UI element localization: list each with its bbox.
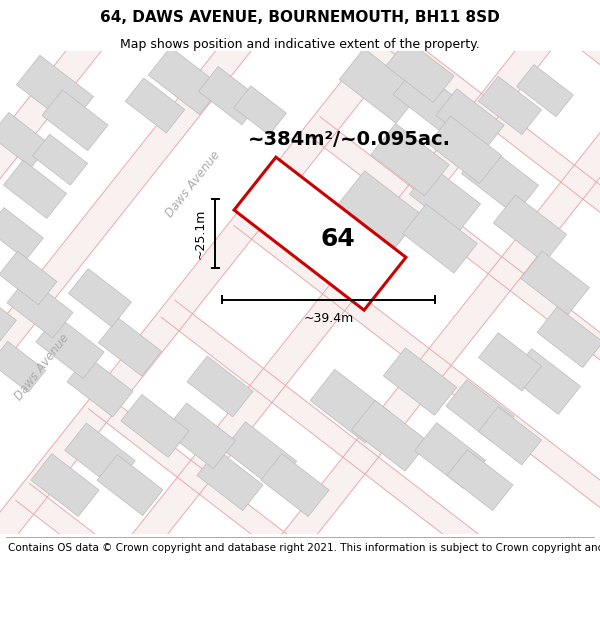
Polygon shape [17,55,94,126]
Polygon shape [493,195,566,262]
Polygon shape [36,316,104,379]
Polygon shape [164,403,236,469]
Polygon shape [436,89,504,152]
Polygon shape [0,0,100,224]
Polygon shape [0,0,565,582]
Text: ~384m²/~0.095ac.: ~384m²/~0.095ac. [248,131,451,149]
Text: ~39.4m: ~39.4m [304,311,353,324]
Polygon shape [148,47,221,114]
Polygon shape [517,64,574,117]
Polygon shape [447,450,513,511]
Polygon shape [0,0,472,510]
Polygon shape [98,318,161,376]
Polygon shape [0,0,286,367]
Text: Daws Avenue: Daws Avenue [12,331,72,402]
Polygon shape [478,332,542,391]
Polygon shape [307,117,600,625]
Text: Daws Avenue: Daws Avenue [163,149,223,220]
Text: Contains OS data © Crown copyright and database right 2021. This information is : Contains OS data © Crown copyright and d… [8,543,600,554]
Polygon shape [509,349,581,414]
Polygon shape [352,401,428,471]
Polygon shape [0,0,193,295]
Polygon shape [383,348,457,415]
Polygon shape [31,454,99,516]
Polygon shape [446,380,514,442]
Polygon shape [67,356,133,417]
Polygon shape [161,300,600,625]
Polygon shape [478,407,542,465]
Polygon shape [4,160,67,218]
Polygon shape [339,171,421,247]
Text: 64: 64 [320,227,355,251]
Polygon shape [233,86,286,135]
Polygon shape [0,575,600,625]
Polygon shape [7,277,73,338]
Text: 64, DAWS AVENUE, BOURNEMOUTH, BH11 8SD: 64, DAWS AVENUE, BOURNEMOUTH, BH11 8SD [100,10,500,25]
Polygon shape [16,484,600,625]
Polygon shape [0,0,7,152]
Polygon shape [0,0,379,439]
Polygon shape [452,0,600,497]
Polygon shape [521,251,589,315]
Polygon shape [428,116,502,184]
Polygon shape [415,422,485,488]
Polygon shape [199,66,262,125]
Polygon shape [386,39,454,102]
Polygon shape [65,423,135,488]
Polygon shape [409,166,481,232]
Text: Map shows position and indicative extent of the property.: Map shows position and indicative extent… [120,39,480,51]
Polygon shape [403,204,478,273]
Polygon shape [97,454,163,516]
Polygon shape [478,76,542,134]
Polygon shape [537,307,600,368]
Polygon shape [42,90,108,151]
Polygon shape [261,454,329,516]
Polygon shape [0,341,46,392]
Polygon shape [223,422,296,489]
Polygon shape [121,394,189,458]
Polygon shape [51,0,600,625]
Polygon shape [0,251,57,305]
Polygon shape [0,208,43,260]
Polygon shape [187,356,253,417]
Polygon shape [89,392,600,625]
Polygon shape [197,450,263,511]
Polygon shape [379,25,600,589]
Polygon shape [68,269,131,327]
Polygon shape [234,208,600,625]
Polygon shape [310,369,390,443]
Polygon shape [125,78,185,133]
Polygon shape [0,112,50,168]
Polygon shape [234,157,406,310]
Polygon shape [144,0,600,625]
Text: ~25.1m: ~25.1m [194,209,207,259]
Polygon shape [461,144,538,215]
Polygon shape [0,293,16,342]
Polygon shape [32,134,88,185]
Polygon shape [371,124,449,196]
Polygon shape [394,67,467,134]
Polygon shape [340,48,421,123]
